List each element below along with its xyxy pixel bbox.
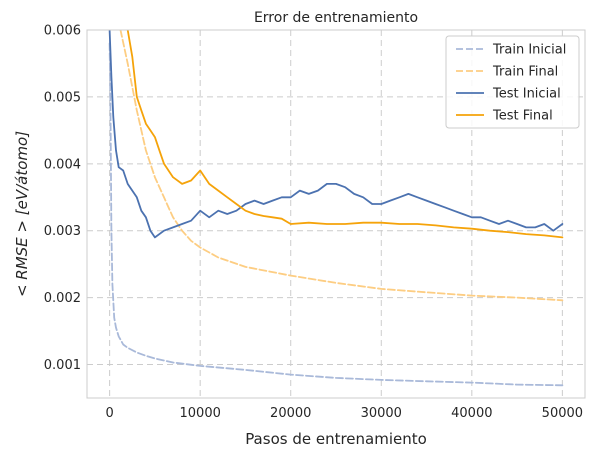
chart-title: Error de entrenamiento — [254, 10, 418, 26]
legend-label: Test Inicial — [492, 87, 561, 102]
legend-label: Train Inicial — [492, 43, 566, 58]
x-tick-label: 30000 — [361, 406, 402, 421]
y-tick-label: 0.004 — [44, 157, 81, 172]
x-tick-label: 50000 — [542, 406, 583, 421]
legend-label: Test Final — [492, 109, 553, 124]
legend-label: Train Final — [492, 65, 558, 80]
y-tick-label: 0.001 — [44, 358, 81, 373]
legend: Train Inicial Train Final Test Inicial Test… — [446, 36, 579, 128]
y-axis-label: < RMSE > [eV/átomo] — [13, 131, 31, 297]
x-tick-label: 0 — [105, 406, 113, 421]
x-tick-label: 20000 — [270, 406, 311, 421]
x-tick-label: 10000 — [180, 406, 221, 421]
y-tick-label: 0.003 — [44, 224, 81, 239]
y-tick-label: 0.002 — [44, 291, 81, 306]
y-tick-label: 0.005 — [44, 90, 81, 105]
y-tick-label: 0.006 — [44, 24, 81, 39]
x-axis-label: Pasos de entrenamiento — [245, 430, 427, 448]
x-tick-label: 40000 — [451, 406, 492, 421]
